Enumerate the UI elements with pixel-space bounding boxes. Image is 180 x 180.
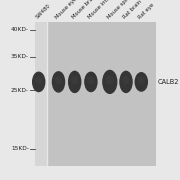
Text: Rat eye: Rat eye	[138, 2, 156, 20]
Ellipse shape	[55, 76, 62, 84]
Ellipse shape	[122, 76, 130, 84]
Text: 25KD-: 25KD-	[11, 87, 29, 93]
Ellipse shape	[138, 76, 145, 84]
Ellipse shape	[135, 72, 148, 92]
Ellipse shape	[71, 76, 78, 84]
Text: Mouse intestine: Mouse intestine	[87, 0, 121, 20]
Ellipse shape	[119, 71, 133, 93]
Ellipse shape	[68, 71, 81, 93]
Text: Mouse spinal cord: Mouse spinal cord	[106, 0, 143, 20]
Bar	[35, 22, 47, 166]
Text: 35KD-: 35KD-	[11, 54, 29, 59]
Ellipse shape	[84, 71, 98, 92]
Text: 40KD-: 40KD-	[11, 27, 29, 32]
Text: 15KD-: 15KD-	[11, 146, 29, 151]
Ellipse shape	[32, 71, 45, 92]
Text: CALB2: CALB2	[158, 79, 179, 85]
Ellipse shape	[87, 76, 95, 84]
Text: SW480: SW480	[35, 3, 52, 20]
Ellipse shape	[35, 76, 42, 84]
Ellipse shape	[52, 71, 65, 93]
Text: Mouse eye: Mouse eye	[55, 0, 78, 20]
Text: Rat brain: Rat brain	[122, 0, 143, 20]
Ellipse shape	[106, 75, 114, 85]
Text: Mouse brain: Mouse brain	[71, 0, 98, 20]
Bar	[47, 22, 156, 166]
Ellipse shape	[102, 70, 118, 94]
